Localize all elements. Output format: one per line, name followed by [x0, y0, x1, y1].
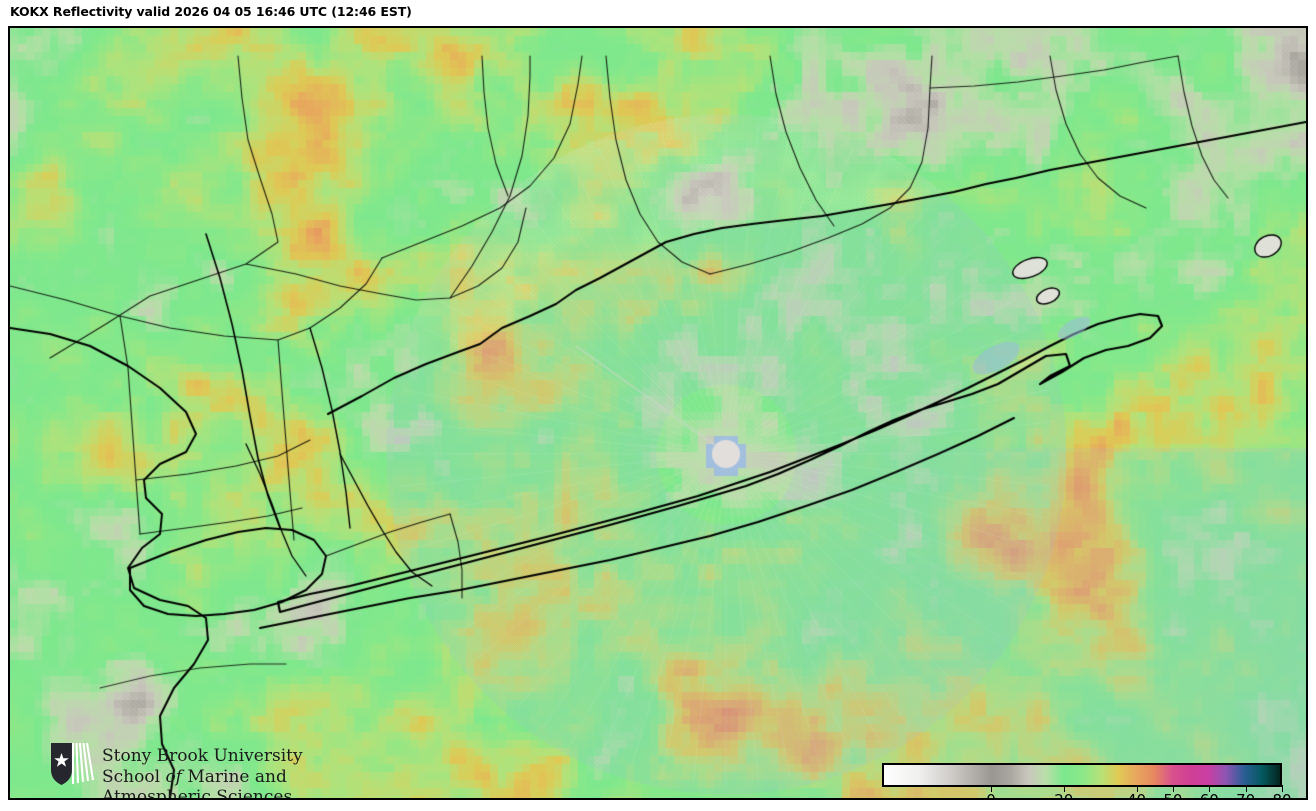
colorbar-tick-label: 0 — [986, 791, 996, 800]
colorbar-tick-label: 60 — [1199, 791, 1219, 800]
radar-reflectivity-map[interactable] — [10, 28, 1306, 798]
colorbar-tick — [1063, 785, 1065, 792]
colorbar-tick — [1136, 785, 1138, 792]
colorbar-tick — [1172, 785, 1174, 792]
colorbar-tick — [1245, 785, 1247, 792]
colorbar-tick-label: 70 — [1236, 791, 1256, 800]
page-title: KOKX Reflectivity valid 2026 04 05 16:46… — [10, 4, 412, 19]
radar-map-frame[interactable]: 0 20 40 50 60 70 80 Stony Brook University Sch… — [8, 26, 1308, 800]
colorbar-tick — [1282, 785, 1283, 792]
colorbar-tick-label: 40 — [1126, 791, 1147, 800]
colorbar-tick — [1209, 785, 1211, 792]
colorbar-tick-label: 20 — [1054, 791, 1074, 800]
colorbar-gradient — [884, 765, 1280, 785]
colorbar-tick — [991, 785, 993, 792]
reflectivity-colorbar — [882, 763, 1282, 787]
colorbar-tick-label: 50 — [1163, 791, 1183, 800]
colorbar-tick-label: 80 — [1272, 791, 1292, 800]
title-bar: KOKX Reflectivity valid 2026 04 05 16:46… — [0, 0, 1316, 26]
